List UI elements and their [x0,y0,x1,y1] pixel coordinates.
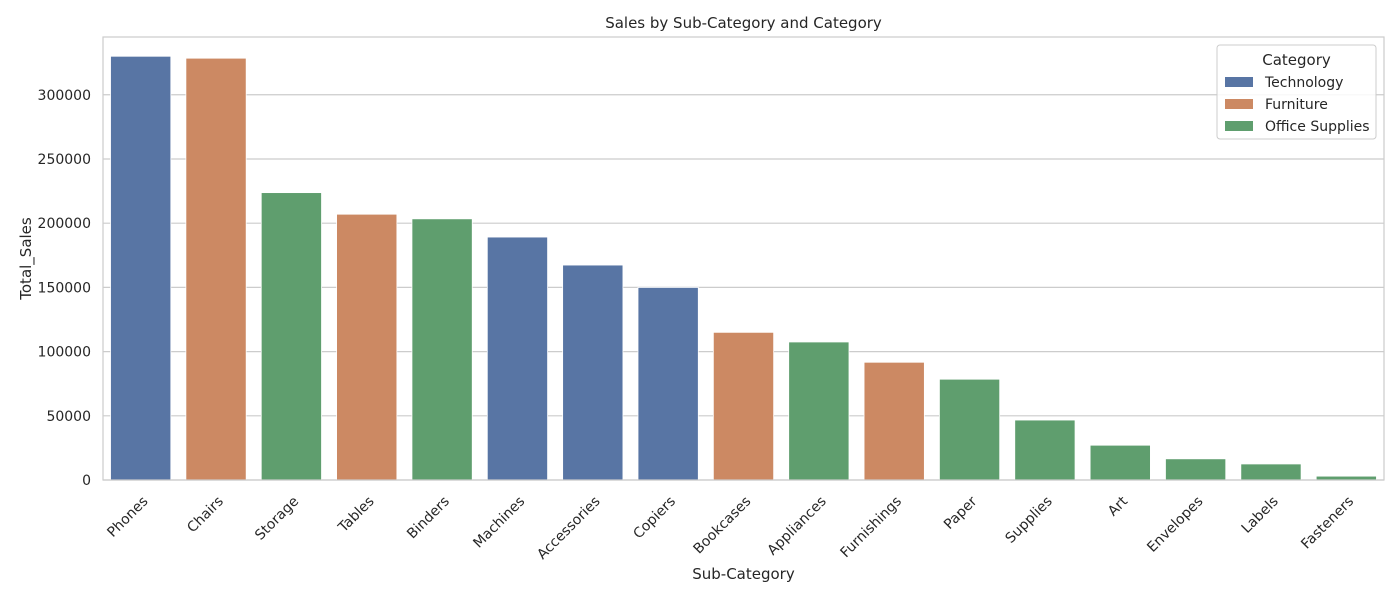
bar-appliances [788,341,850,481]
bar-binders [411,218,473,481]
x-tick-label-paper: Paper [941,493,981,533]
x-tick-label-phones: Phones [104,494,151,541]
y-tick-label-50000: 50000 [46,409,91,425]
bar-art [1089,444,1151,481]
x-tick-labels: Phones Chairs Storage Tables Binders Machines… [104,493,1357,563]
plot-frame [102,36,1385,481]
x-tick-label-fasteners: Fasteners [1298,494,1357,553]
legend-box [1216,44,1377,140]
legend-entries: Technology Furniture Office Supplies [1225,75,1370,135]
x-tick-label-envelopes: Envelopes [1144,494,1206,556]
bar-chairs [185,57,247,481]
y-tick-label-300000: 300000 [38,88,91,104]
x-tick-label-supplies: Supplies [1003,494,1056,547]
legend: Category Technology Furniture Office Suppl… [1216,44,1377,140]
legend-swatch-technology [1225,77,1253,87]
legend-label-technology: Technology [1264,75,1343,91]
x-tick-label-bookcases: Bookcases [690,494,754,558]
legend-swatch-furniture [1225,99,1253,109]
x-tick-label-accessories: Accessories [534,494,603,563]
chart-title: Sales by Sub-Category and Category [605,14,882,32]
bar-paper [939,378,1001,481]
bar-machines [486,236,548,481]
x-tick-label-art: Art [1105,493,1131,519]
x-tick-label-chairs: Chairs [184,494,227,537]
x-tick-label-appliances: Appliances [764,494,829,559]
y-tick-label-0: 0 [82,473,91,489]
bar-bookcases [712,331,775,481]
bar-tables [336,213,398,481]
x-tick-label-binders: Binders [404,494,453,543]
x-tick-label-furnishings: Furnishings [837,494,905,562]
bar-copiers [637,286,699,481]
x-tick-label-machines: Machines [470,494,528,552]
legend-label-office-supplies: Office Supplies [1265,119,1370,135]
y-tick-labels: 0 50000 100000 150000 200000 250000 300000 [38,88,91,489]
legend-label-furniture: Furniture [1265,97,1328,113]
y-tick-label-250000: 250000 [38,152,91,168]
bar-furnishings [863,361,925,481]
y-tick-label-100000: 100000 [38,345,91,361]
x-tick-label-tables: Tables [335,494,378,537]
x-tick-label-storage: Storage [252,494,302,544]
y-tick-label-150000: 150000 [38,280,91,296]
x-tick-label-labels: Labels [1239,494,1282,537]
bar-storage [260,192,322,481]
bar-labels [1240,463,1302,481]
y-tick-label-200000: 200000 [38,216,91,232]
x-tick-label-copiers: Copiers [630,494,679,543]
bar-envelopes [1165,458,1227,481]
bar-phones [110,55,172,481]
legend-title: Category [1262,51,1331,69]
y-axis-label: Total_Sales [17,217,36,301]
bar-supplies [1014,419,1076,481]
legend-swatch-office-supplies [1225,121,1253,131]
x-axis-label: Sub-Category [692,565,795,583]
bar-layer [110,55,1377,481]
bar-accessories [562,264,624,481]
